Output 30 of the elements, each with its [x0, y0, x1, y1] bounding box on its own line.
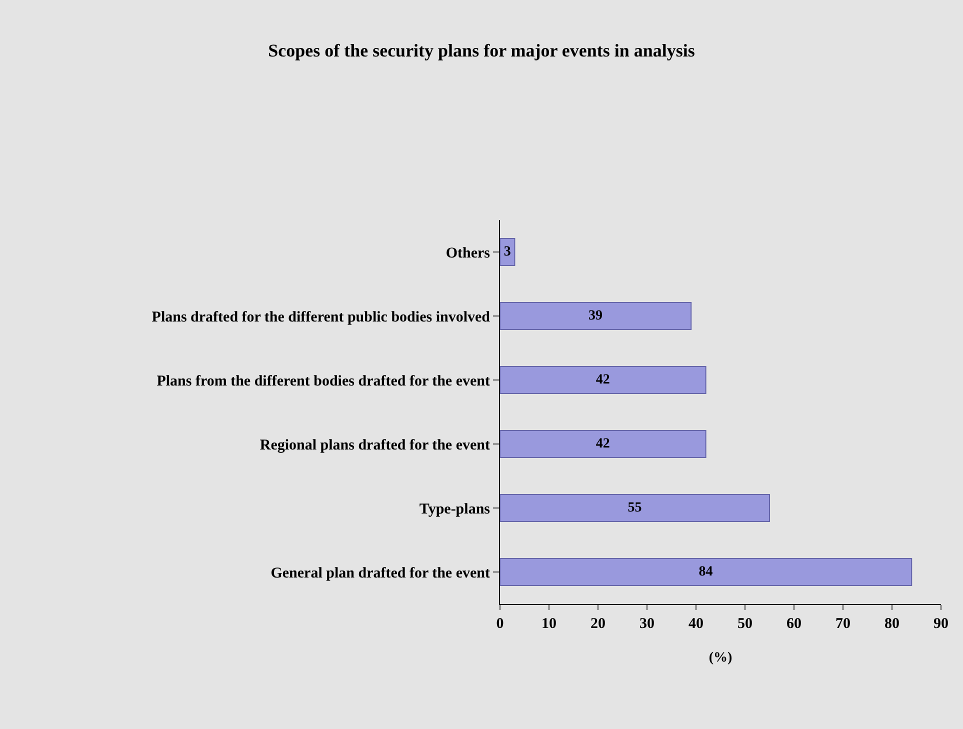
x-tick-label: 40 [688, 616, 704, 632]
x-tick-label: 20 [590, 616, 606, 632]
bar [500, 302, 692, 330]
bar [500, 494, 770, 522]
data-label: 39 [588, 308, 603, 324]
y-tick-label: Type-plans [419, 501, 490, 518]
x-tick-label: 60 [786, 616, 802, 632]
x-tick-label: 80 [884, 616, 900, 632]
chart-title: Scopes of the security plans for major events in analysis [268, 40, 695, 60]
bar [500, 238, 516, 266]
x-tick-label: 50 [738, 616, 752, 632]
y-tick-label: Plans drafted for the different public bodies involved [152, 309, 491, 326]
x-tick-label: 10 [542, 616, 556, 632]
data-label: 84 [698, 564, 713, 580]
x-tick-label: 70 [836, 616, 850, 632]
y-tick-label: Regional plans drafted for the event [260, 437, 490, 454]
data-label: 42 [596, 436, 610, 452]
x-axis-title: (%) [708, 650, 732, 666]
x-tick-label: 30 [640, 616, 654, 632]
y-tick-label: Plans from the different bodies drafted for the event [156, 373, 490, 390]
x-tick-label: 0 [496, 616, 504, 632]
y-tick-label: Others [446, 245, 490, 262]
data-label: 42 [596, 372, 610, 388]
bar [500, 558, 912, 586]
bar [500, 430, 706, 458]
x-tick-label: 90 [934, 616, 948, 632]
bar [500, 366, 706, 394]
data-label: 55 [628, 500, 642, 516]
y-tick-label: General plan drafted for the event [270, 565, 490, 582]
data-label: 3 [504, 244, 511, 260]
